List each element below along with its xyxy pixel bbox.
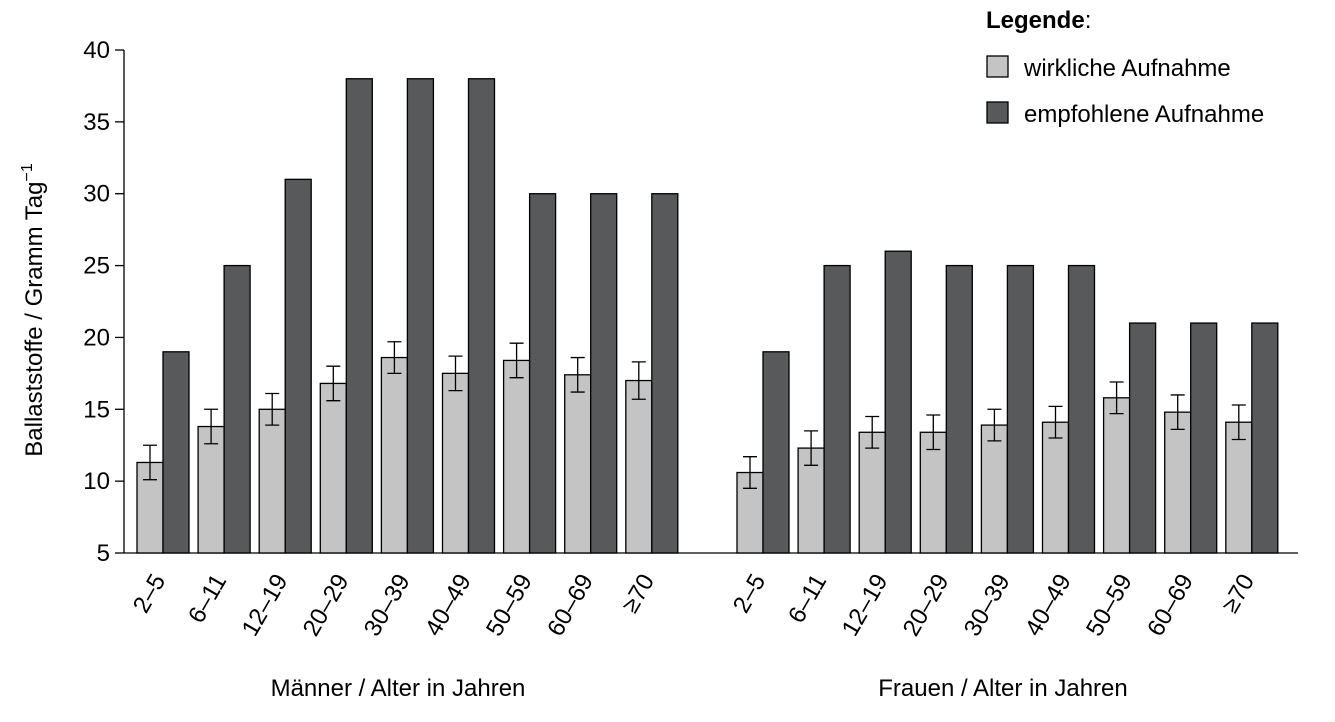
y-tick-label-40: 40 xyxy=(83,37,110,64)
bar-recommended-g0-5 xyxy=(467,78,496,554)
error-bar-g1-4 xyxy=(987,408,1002,442)
bar-recommended-g1-2 xyxy=(884,250,912,554)
category-label-g1-8: ≥70 xyxy=(1217,570,1260,618)
legend-title: Legende: xyxy=(986,7,1091,34)
bar-recommended-g0-1 xyxy=(223,264,251,554)
error-bar-g0-6 xyxy=(509,342,524,379)
error-bar-g0-4 xyxy=(387,341,402,375)
group-label-maenner: Männer / Alter in Jahren xyxy=(271,675,526,702)
group-label-frauen: Frauen / Alter in Jahren xyxy=(878,675,1127,702)
bar-recommended-g0-7 xyxy=(590,193,618,554)
legend-swatch-actual xyxy=(986,55,1009,78)
bar-recommended-g1-3 xyxy=(945,264,973,554)
bar-recommended-g0-6 xyxy=(528,193,557,554)
legend-swatch-recommended xyxy=(986,101,1009,124)
legend-label-actual: wirkliche Aufnahme xyxy=(1023,55,1231,82)
bar-actual-g1-8 xyxy=(1225,421,1253,554)
bar-recommended-g1-0 xyxy=(762,351,790,554)
bar-recommended-g1-7 xyxy=(1190,322,1218,554)
category-label-g0-8: ≥70 xyxy=(617,570,660,618)
group-labels: Männer / Alter in Jahren Frauen / Alter … xyxy=(271,675,1128,702)
bars xyxy=(136,78,1279,554)
category-label-g0-0: 2–5 xyxy=(128,570,171,618)
bar-recommended-g0-4 xyxy=(406,78,435,554)
bar-recommended-g1-6 xyxy=(1128,322,1157,554)
category-label-g0-3: 20–29 xyxy=(298,570,355,641)
legend-label-recommended: empfohlene Aufnahme xyxy=(1024,101,1264,128)
bar-actual-g0-2 xyxy=(258,408,286,554)
bar-actual-g0-8 xyxy=(625,379,653,554)
category-label-g0-6: 50–59 xyxy=(481,570,538,641)
bar-actual-g0-6 xyxy=(502,359,531,554)
error-bar-g0-8 xyxy=(631,361,646,400)
y-tick-label-10: 10 xyxy=(83,468,110,495)
category-label-g1-2: 12–19 xyxy=(837,570,894,641)
category-label-g0-7: 60–69 xyxy=(542,570,599,641)
category-label-g1-6: 50–59 xyxy=(1081,570,1138,641)
category-label-g0-1: 6–11 xyxy=(183,570,232,628)
error-bars xyxy=(143,341,1246,489)
error-bar-g0-2 xyxy=(265,392,280,426)
bar-actual-g0-4 xyxy=(380,356,409,554)
category-label-g0-2: 12–19 xyxy=(237,570,294,641)
error-bar-g1-5 xyxy=(1048,405,1063,439)
error-bar-g1-6 xyxy=(1109,381,1124,415)
legend: Legende: wirkliche Aufnahme empfohlene A… xyxy=(986,7,1264,128)
category-label-g1-0: 2–5 xyxy=(728,570,771,618)
bar-actual-g0-3 xyxy=(319,382,347,554)
bar-actual-g0-7 xyxy=(564,374,592,554)
y-axis-label-text: Ballaststoffe / Gramm Tag−1 xyxy=(19,163,48,457)
category-label-g1-3: 20–29 xyxy=(898,570,955,641)
category-label-g0-4: 30–39 xyxy=(359,570,416,641)
y-tick-label-15: 15 xyxy=(83,396,110,423)
category-label-g1-4: 30–39 xyxy=(959,570,1016,641)
bar-recommended-g0-2 xyxy=(284,178,312,554)
error-bar-g0-5 xyxy=(448,355,463,392)
bar-recommended-g1-1 xyxy=(823,264,851,554)
category-labels: 2–5 6–11 12–19 20–29 30–39 40–49 50–59 60–69 ≥70… xyxy=(128,570,1260,641)
bar-actual-g1-7 xyxy=(1164,411,1192,554)
bar-actual-g1-1 xyxy=(797,447,825,554)
error-bar-g1-8 xyxy=(1231,404,1246,441)
bar-recommended-g0-8 xyxy=(651,193,679,554)
bar-actual-g1-2 xyxy=(858,431,886,554)
bar-actual-g1-5 xyxy=(1041,421,1070,554)
error-bar-g1-1 xyxy=(804,430,819,466)
error-bar-g1-3 xyxy=(926,414,941,451)
error-bar-g0-1 xyxy=(204,408,219,445)
bar-actual-g0-5 xyxy=(441,372,470,554)
bar-recommended-g1-4 xyxy=(1006,264,1035,554)
error-bar-g0-0 xyxy=(143,444,157,481)
y-tick-label-35: 35 xyxy=(83,109,110,136)
y-tick-label-5: 5 xyxy=(97,540,110,567)
error-bar-g1-2 xyxy=(865,415,880,449)
category-label-g1-5: 40–49 xyxy=(1020,570,1077,641)
bar-actual-g0-1 xyxy=(197,425,225,554)
y-axis-label-main: Ballaststoffe / Gramm Tag xyxy=(21,182,48,457)
y-axis: 5 10 15 20 25 30 35 40 xyxy=(83,37,125,567)
category-label-g0-5: 40–49 xyxy=(420,570,477,641)
error-bar-g1-0 xyxy=(743,456,757,489)
bar-recommended-g1-5 xyxy=(1067,264,1096,554)
error-bar-g0-3 xyxy=(326,365,341,402)
bar-actual-g1-3 xyxy=(919,431,947,554)
bar-actual-g1-6 xyxy=(1102,397,1131,554)
category-label-g1-7: 60–69 xyxy=(1142,570,1199,641)
bar-recommended-g1-8 xyxy=(1251,322,1279,554)
y-tick-label-30: 30 xyxy=(83,181,110,208)
error-bar-g1-7 xyxy=(1170,394,1185,431)
bar-recommended-g0-3 xyxy=(345,78,373,554)
category-label-g1-1: 6–11 xyxy=(783,570,832,628)
error-bar-g0-7 xyxy=(570,356,585,393)
bar-actual-g1-4 xyxy=(980,424,1009,554)
bar-recommended-g0-0 xyxy=(162,351,190,554)
y-axis-label: Ballaststoffe / Gramm Tag−1 xyxy=(19,163,48,457)
y-tick-label-25: 25 xyxy=(83,253,110,280)
y-tick-label-20: 20 xyxy=(83,324,110,351)
y-axis-label-sup: −1 xyxy=(19,163,36,181)
